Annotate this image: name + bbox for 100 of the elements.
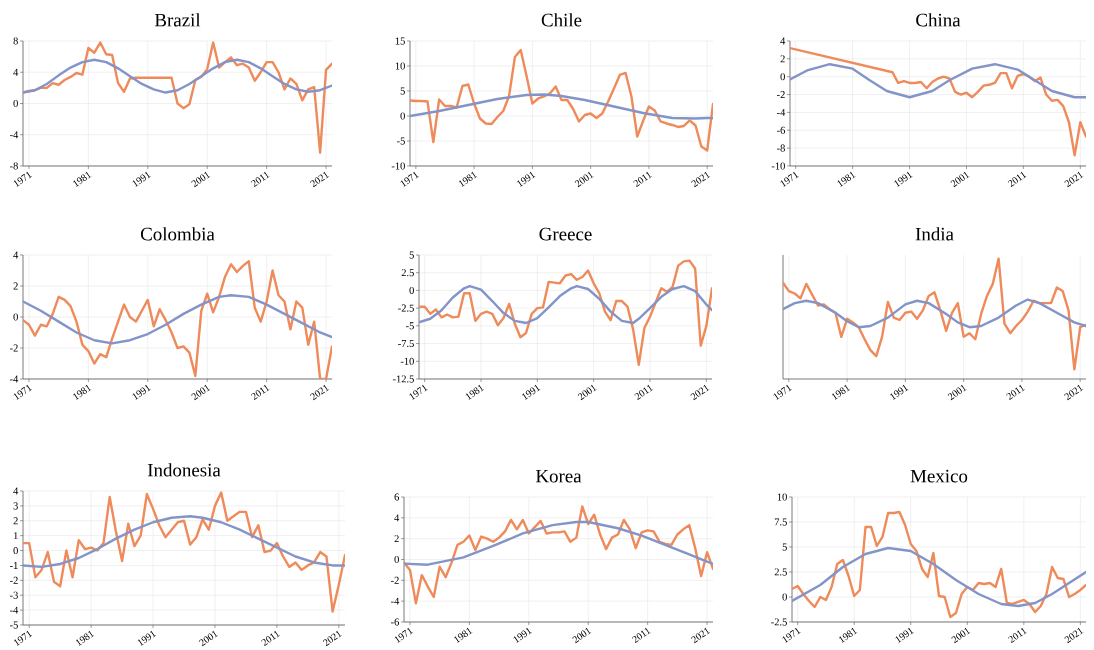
y-tick-label: 5 (400, 87, 405, 95)
y-tick-label: -5 (405, 322, 414, 330)
x-tick-label: 2001 (199, 630, 218, 647)
x-tick-label: 1981 (831, 384, 851, 401)
x-tick-label: 2001 (574, 171, 594, 188)
y-tick-label: 0 (13, 99, 18, 108)
y-tick-label: 0 (394, 555, 399, 564)
y-tick-label: -3 (9, 591, 18, 599)
y-tick-label: 7.5 (774, 518, 787, 526)
x-tick-label: 1991 (132, 384, 151, 400)
y-tick-label: -4 (776, 108, 786, 116)
x-tick-label: 2021 (1064, 171, 1084, 188)
x-tick-label: 1971 (782, 627, 801, 643)
line-series (419, 259, 713, 367)
y-tick-label: -10 (400, 357, 414, 365)
chart-title: India (915, 227, 954, 241)
chart-title: Brazil (154, 13, 201, 27)
y-tick-label: -6 (776, 126, 786, 134)
x-tick-label: 2001 (191, 171, 211, 188)
y-tick-label: -4 (9, 131, 19, 139)
x-tick-label: 1991 (522, 384, 541, 400)
chart-title: Korea (535, 469, 582, 483)
y-tick-label: 2 (13, 282, 18, 290)
y-tick-label: 0 (782, 593, 787, 601)
x-tick-label: 1991 (513, 627, 532, 643)
x-tick-label: 1971 (400, 171, 419, 187)
y-tick-label: 8 (13, 37, 18, 45)
x-tick-label: 1981 (458, 171, 478, 188)
x-tick-label: 2011 (250, 384, 270, 401)
x-tick-label: 2021 (690, 384, 710, 401)
y-tick-label: 1 (14, 532, 18, 540)
x-tick-label: 1971 (13, 171, 32, 187)
y-tick-label: -2 (390, 576, 399, 584)
x-tick-label: 1981 (465, 384, 485, 401)
x-tick-label: 2001 (951, 627, 971, 644)
chart-title: Chile (541, 13, 582, 27)
x-tick-label: 2011 (634, 384, 654, 401)
x-tick-label: 2021 (691, 627, 711, 644)
line-series (790, 46, 1087, 157)
x-tick-label: 1981 (838, 627, 858, 644)
y-tick-label: 3 (13, 502, 18, 510)
x-tick-label: 1991 (894, 171, 913, 187)
x-tick-label: 1971 (780, 171, 799, 187)
x-tick-label: 1981 (75, 630, 95, 647)
x-tick-label: 1971 (13, 630, 33, 646)
x-tick-label: 2021 (691, 171, 711, 188)
y-tick-label: -10 (771, 162, 785, 170)
y-tick-label: 0 (400, 112, 405, 120)
y-tick-label: 6 (394, 493, 399, 501)
y-tick-label: -5 (396, 137, 405, 145)
x-tick-label: 2011 (1006, 384, 1025, 401)
chart-title: China (916, 13, 961, 27)
x-tick-label: 1971 (394, 627, 413, 643)
y-tick-label: -8 (9, 162, 18, 170)
x-tick-label: 1981 (837, 171, 856, 188)
x-tick-label: 2011 (1007, 171, 1027, 188)
chart-title: Greece (539, 227, 592, 241)
x-tick-label: 1981 (454, 627, 473, 644)
y-tick-label: 2 (780, 55, 785, 63)
line-series (419, 284, 713, 325)
y-tick-label: 10 (777, 493, 787, 501)
y-tick-label: 4 (13, 251, 19, 259)
x-tick-label: 2001 (577, 384, 597, 401)
y-tick-label: -2.5 (398, 304, 414, 312)
x-tick-label: 1971 (409, 384, 428, 400)
x-tick-label: 2021 (310, 384, 330, 401)
y-tick-label: -2 (9, 344, 18, 352)
x-tick-label: 1991 (132, 171, 151, 187)
y-tick-label: 2 (13, 517, 18, 525)
x-tick-label: 2011 (633, 171, 652, 188)
x-tick-label: 1981 (73, 384, 92, 401)
y-tick-label: 0 (780, 73, 785, 81)
y-tick-label: 4 (13, 487, 19, 495)
y-tick-label: 5 (409, 251, 414, 259)
x-tick-label: 1991 (517, 171, 536, 187)
y-tick-label: -2.5 (771, 618, 787, 626)
x-tick-label: 2001 (572, 627, 592, 644)
y-tick-label: -6 (390, 618, 399, 626)
x-tick-label: 1991 (895, 627, 914, 643)
y-tick-label: 2 (394, 535, 399, 543)
x-tick-label: 1991 (137, 630, 157, 646)
y-tick-label: 4 (13, 68, 19, 76)
y-tick-label: -2 (776, 91, 785, 99)
x-tick-label: 2021 (322, 630, 342, 647)
y-tick-label: -4 (9, 375, 19, 383)
y-tick-label: -4 (9, 606, 19, 614)
y-tick-label: -7.5 (398, 340, 414, 348)
x-tick-label: 2001 (950, 171, 970, 188)
line-series (410, 93, 714, 120)
y-tick-label: 4 (394, 514, 400, 522)
y-tick-label: 15 (395, 37, 405, 45)
x-tick-label: 2001 (191, 384, 211, 401)
y-tick-label: 0 (13, 547, 18, 555)
y-tick-label: -5 (9, 621, 18, 629)
y-tick-label: -2 (9, 576, 18, 584)
line-series (23, 58, 333, 94)
x-tick-label: 2011 (631, 627, 651, 644)
y-tick-label: -8 (776, 144, 785, 152)
x-tick-label: 2011 (250, 171, 270, 188)
y-tick-label: 5 (782, 543, 787, 551)
